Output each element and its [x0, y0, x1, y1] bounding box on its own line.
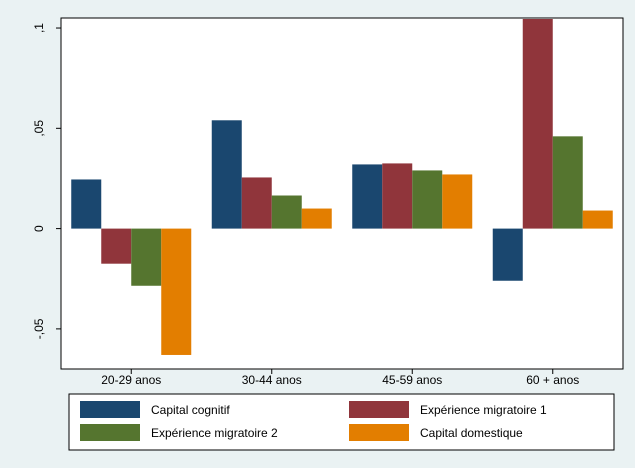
bar-experience-migratoire-2-60-anos: [552, 136, 583, 229]
bar-experience-migratoire-2-20-29-anos: [131, 228, 162, 286]
bar-capital-domestique-45-59-anos: [442, 174, 473, 229]
legend-label-experience-migratoire-1: Expérience migratoire 1: [420, 403, 547, 417]
bar-experience-migratoire-2-30-44-anos: [271, 195, 302, 229]
bar-experience-migratoire-1-45-59-anos: [382, 163, 413, 229]
x-tick-label: 60 + anos: [526, 373, 579, 387]
x-tick-label: 30-44 anos: [242, 373, 302, 387]
legend-label-capital-domestique: Capital domestique: [420, 426, 523, 440]
legend: Capital cognitif Expérience migratoire 1 E…: [68, 393, 615, 451]
bar-experience-migratoire-2-45-59-anos: [412, 170, 443, 229]
legend-box: [68, 393, 615, 451]
y-tick-label: ,05: [32, 120, 46, 137]
x-tick-label: 20-29 anos: [101, 373, 161, 387]
y-tick-label: -,05: [32, 318, 46, 339]
bar-capital-cognitif-20-29-anos: [71, 179, 102, 229]
bars-group: [71, 19, 613, 355]
bar-capital-domestique-20-29-anos: [161, 228, 192, 355]
bar-experience-migratoire-1-20-29-anos: [101, 228, 132, 264]
y-axis: -,05 0 ,05 ,1: [32, 18, 62, 369]
legend-swatch-experience-migratoire-2: [80, 424, 140, 441]
bar-experience-migratoire-1-30-44-anos: [241, 177, 272, 229]
legend-swatch-capital-cognitif: [80, 401, 140, 418]
bar-capital-cognitif-30-44-anos: [211, 120, 242, 229]
x-tick-label: 45-59 anos: [382, 373, 442, 387]
bar-capital-cognitif-60-anos: [492, 228, 523, 281]
y-tick-label: ,1: [32, 23, 46, 33]
bar-capital-domestique-30-44-anos: [301, 208, 332, 229]
x-axis: 20-29 anos 30-44 anos 45-59 anos 60 + anos: [61, 368, 623, 387]
bar-capital-cognitif-45-59-anos: [352, 164, 383, 229]
y-tick-label: 0: [32, 225, 46, 232]
legend-label-capital-cognitif: Capital cognitif: [151, 403, 230, 417]
legend-label-experience-migratoire-2: Expérience migratoire 2: [151, 426, 278, 440]
bar-capital-domestique-60-anos: [582, 210, 613, 229]
bar-experience-migratoire-1-60-anos: [522, 19, 553, 229]
legend-swatch-experience-migratoire-1: [349, 401, 409, 418]
legend-swatch-capital-domestique: [349, 424, 409, 441]
